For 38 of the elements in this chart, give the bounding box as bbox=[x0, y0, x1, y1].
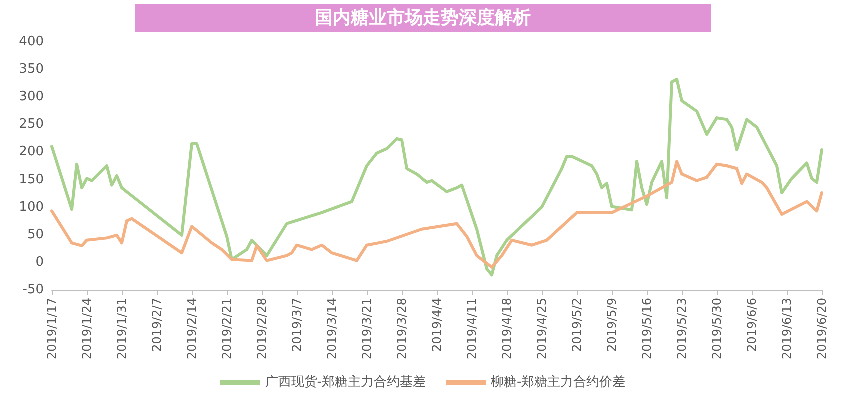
x-tick-label: 2019/5/16 bbox=[640, 298, 654, 360]
x-tick-label: 2019/3/28 bbox=[395, 298, 409, 360]
line-series bbox=[50, 78, 824, 277]
x-tick-label: 2019/2/14 bbox=[185, 298, 199, 360]
x-tick-label: 2019/1/31 bbox=[115, 298, 129, 360]
y-tick-label: 400 bbox=[19, 34, 44, 50]
y-tick-label: 0 bbox=[36, 254, 44, 270]
legend-label: 广西现货-郑糖主力合约基差 bbox=[265, 374, 426, 390]
y-tick-label: 150 bbox=[19, 172, 44, 188]
x-tick-label: 2019/2/7 bbox=[150, 298, 164, 352]
x-tick-label: 2019/5/2 bbox=[570, 298, 584, 352]
legend-label: 柳糖-郑糖主力合约价差 bbox=[491, 374, 626, 390]
x-tick-label: 2019/6/20 bbox=[815, 298, 829, 360]
x-tick-label: 2019/3/14 bbox=[325, 298, 339, 360]
x-tick-label: 2019/1/24 bbox=[80, 298, 94, 360]
chart-title: 国内糖业市场走势深度解析 bbox=[315, 8, 531, 28]
x-tick-label: 2019/4/18 bbox=[500, 298, 514, 360]
x-tick-label: 2019/6/13 bbox=[780, 298, 794, 360]
y-tick-label: 50 bbox=[27, 227, 44, 242]
x-tick-label: 2019/3/7 bbox=[290, 298, 304, 352]
x-tick-label: 2019/6/6 bbox=[745, 298, 759, 352]
x-tick-label: 2019/4/11 bbox=[465, 298, 479, 360]
x-tick-label: 2019/5/9 bbox=[605, 298, 619, 352]
x-tick-label: 2019/5/30 bbox=[710, 298, 724, 360]
x-tick-label: 2019/2/21 bbox=[220, 298, 234, 360]
y-tick-label: 300 bbox=[19, 90, 44, 105]
y-tick-label: 100 bbox=[19, 200, 44, 215]
x-tick-label: 2019/4/4 bbox=[430, 298, 444, 352]
y-tick-label: 250 bbox=[19, 117, 44, 132]
y-tick-label: 350 bbox=[19, 62, 44, 78]
line-series bbox=[50, 160, 824, 269]
x-tick-label: 2019/3/21 bbox=[360, 298, 374, 360]
y-tick-label: 200 bbox=[19, 144, 44, 160]
x-tick-label: 2019/1/17 bbox=[45, 298, 59, 360]
x-tick-label: 2019/4/25 bbox=[535, 298, 549, 360]
x-tick-label: 2019/5/23 bbox=[675, 298, 689, 360]
x-tick-label: 2019/2/28 bbox=[255, 298, 269, 360]
y-tick-label: -50 bbox=[22, 282, 44, 298]
